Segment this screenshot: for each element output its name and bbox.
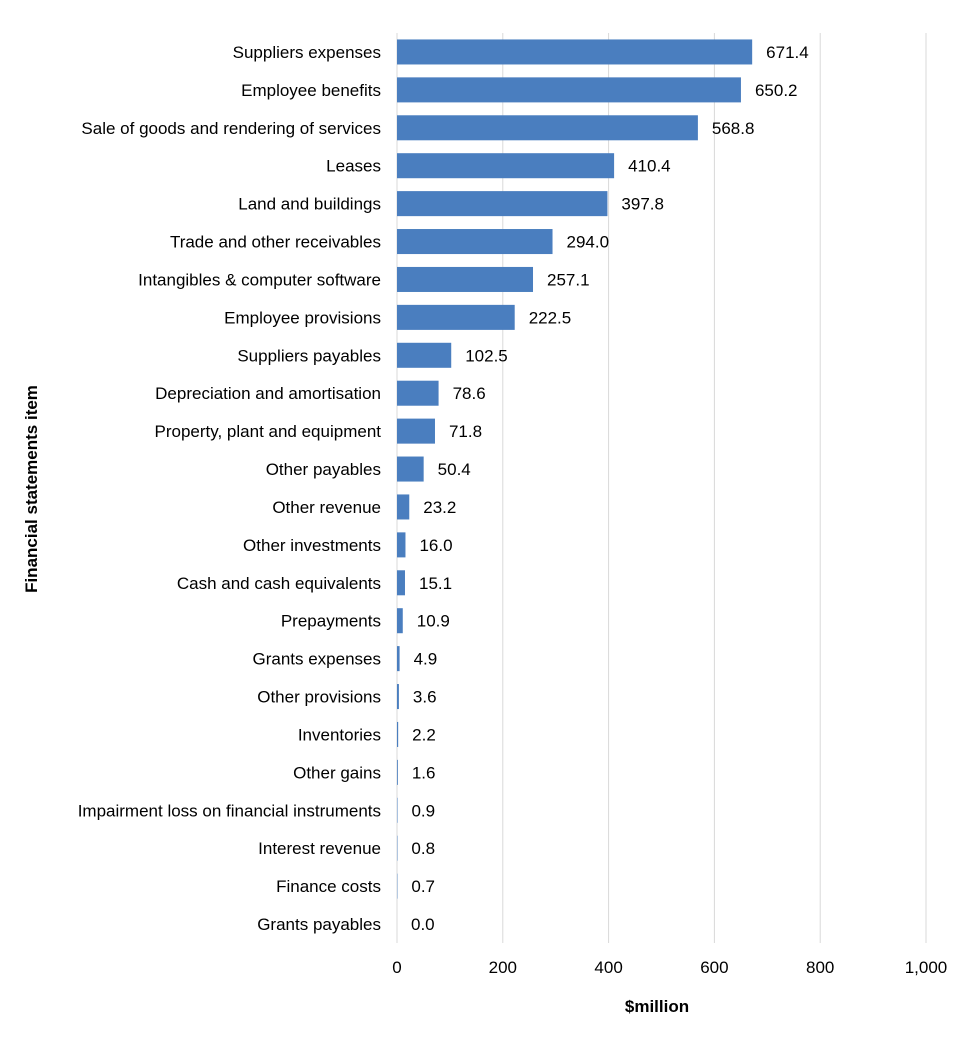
category-label: Land and buildings xyxy=(238,195,381,214)
category-label: Employee provisions xyxy=(224,308,381,327)
category-label: Prepayments xyxy=(281,612,381,631)
x-axis-title: $million xyxy=(625,997,689,1016)
category-label: Other payables xyxy=(266,460,381,479)
bar xyxy=(397,646,400,672)
category-label: Interest revenue xyxy=(258,839,381,858)
category-label: Intangibles & computer software xyxy=(138,270,381,289)
data-label: 2.2 xyxy=(412,725,436,744)
category-label: Inventories xyxy=(298,725,381,744)
bar xyxy=(397,229,553,255)
data-label: 294.0 xyxy=(567,233,610,252)
category-label: Trade and other receivables xyxy=(170,233,381,252)
bar xyxy=(397,191,608,217)
category-label: Grants expenses xyxy=(252,650,381,669)
bar xyxy=(397,77,741,103)
bar xyxy=(397,380,439,406)
data-label: 23.2 xyxy=(423,498,456,517)
bar xyxy=(397,570,405,596)
bar xyxy=(397,684,399,710)
category-label: Impairment loss on financial instruments xyxy=(78,801,381,820)
bar xyxy=(397,759,398,785)
data-label: 0.8 xyxy=(411,839,435,858)
data-label: 15.1 xyxy=(419,574,452,593)
category-label: Property, plant and equipment xyxy=(155,422,382,441)
bar xyxy=(397,456,424,482)
bars xyxy=(397,39,753,899)
data-label: 568.8 xyxy=(712,119,755,138)
data-label: 671.4 xyxy=(766,43,809,62)
category-label: Other provisions xyxy=(257,688,381,707)
bar xyxy=(397,721,399,747)
data-label: 102.5 xyxy=(465,346,508,365)
data-label: 78.6 xyxy=(453,384,486,403)
x-tick-label: 600 xyxy=(700,958,728,977)
bar xyxy=(397,153,615,179)
category-label: Other gains xyxy=(293,763,381,782)
category-label: Suppliers expenses xyxy=(233,43,381,62)
bar xyxy=(397,304,515,330)
category-label: Cash and cash equivalents xyxy=(177,574,381,593)
data-label: 50.4 xyxy=(438,460,471,479)
category-label: Grants payables xyxy=(257,915,381,934)
bar xyxy=(397,418,435,444)
bar xyxy=(397,532,406,558)
data-label: 0.0 xyxy=(411,915,435,934)
data-label: 3.6 xyxy=(413,688,437,707)
data-label: 16.0 xyxy=(419,536,452,555)
data-label: 0.9 xyxy=(411,801,435,820)
bar xyxy=(397,39,753,65)
bar xyxy=(397,494,410,520)
data-label: 650.2 xyxy=(755,81,798,100)
data-label: 222.5 xyxy=(529,308,572,327)
bar xyxy=(397,266,534,292)
data-label: 1.6 xyxy=(412,763,436,782)
category-label: Depreciation and amortisation xyxy=(155,384,381,403)
category-label: Suppliers payables xyxy=(237,346,381,365)
category-labels: Suppliers expenses Employee benefits Sale … xyxy=(78,43,382,934)
gridlines xyxy=(396,33,927,943)
bar xyxy=(397,115,698,141)
x-tick-label: 0 xyxy=(392,958,401,977)
data-label: 0.7 xyxy=(411,877,435,896)
x-tick-label: 200 xyxy=(489,958,517,977)
x-tick-label: 800 xyxy=(806,958,834,977)
bar xyxy=(397,342,452,368)
category-label: Other investments xyxy=(243,536,381,555)
category-label: Leases xyxy=(326,157,381,176)
data-label: 410.4 xyxy=(628,157,671,176)
data-label: 4.9 xyxy=(414,650,438,669)
data-label: 397.8 xyxy=(621,195,664,214)
data-label: 10.9 xyxy=(417,612,450,631)
x-tick-label: 1,000 xyxy=(905,958,948,977)
x-axis-ticks: 0 200 400 600 800 1,000 xyxy=(392,958,947,977)
category-label: Employee benefits xyxy=(241,81,381,100)
data-label: 257.1 xyxy=(547,270,590,289)
data-label: 71.8 xyxy=(449,422,482,441)
category-label: Sale of goods and rendering of services xyxy=(81,119,381,138)
bar xyxy=(397,608,403,634)
x-tick-label: 400 xyxy=(594,958,622,977)
category-label: Finance costs xyxy=(276,877,381,896)
y-axis-title: Financial statements item xyxy=(22,385,41,593)
category-label: Other revenue xyxy=(272,498,381,517)
